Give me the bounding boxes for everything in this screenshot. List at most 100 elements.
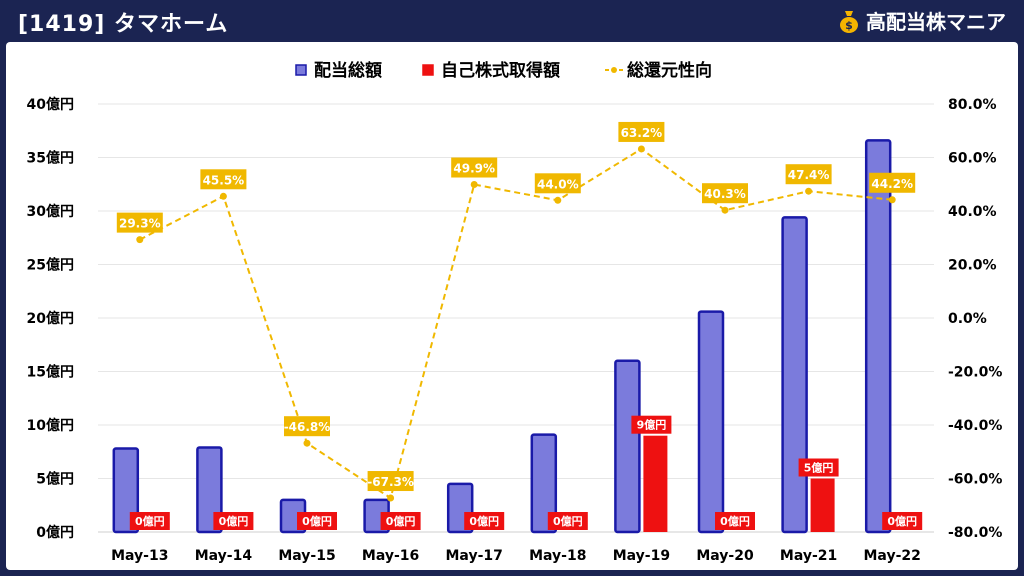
dividend-bar [781,216,808,534]
buyback-label-box [213,512,254,530]
payout-label-box [451,157,498,178]
y-right-tick-label: -20.0% [948,365,1002,381]
buyback-data-label: 0億円 [219,514,249,528]
y-right-tick-label: 80.0% [948,97,997,113]
payout-point [805,187,813,195]
payout-label-box [200,169,247,190]
payout-data-label: 47.4% [788,168,830,182]
payout-data-label: 44.2% [871,177,913,191]
payout-data-label: 40.3% [704,187,746,201]
buyback-label-box [882,512,923,530]
payout-data-label: 44.0% [537,177,579,191]
payout-label-box [367,471,414,492]
buyback-bar [810,478,835,532]
x-tick-label: May-21 [780,548,837,564]
x-tick-label: May-16 [362,548,419,564]
y-right-tick-label: -80.0% [948,525,1002,541]
chart-panel: 配当総額 自己株式取得額 総還元性向 0億円 5億円 10億円 15億円 20億円 25億円 3… [6,42,1018,570]
payout-point [303,439,311,447]
y-axis-left: 0億円 5億円 10億円 15億円 20億円 25億円 30億円 35億円 40億円 [27,96,74,541]
buyback-label-box [715,512,755,530]
x-tick-label: May-18 [529,548,586,564]
y-right-tick-label: -40.0% [948,418,1002,434]
payout-point [387,494,395,502]
y-left-tick-label: 35億円 [27,150,74,167]
y-left-tick-label: 5億円 [36,471,74,488]
legend: 配当総額 自己株式取得額 総還元性向 [295,60,712,81]
payout-point [888,196,896,204]
y-left-tick-label: 20億円 [27,310,74,327]
dividend-bar [112,447,140,534]
legend-label: 総還元性向 [627,60,712,81]
buyback-label-box [297,512,337,530]
buyback-label-box [129,512,170,530]
money-bag-icon: $ [840,10,858,33]
payout-label-box [534,173,581,194]
payout-data-label: -46.8% [284,420,331,434]
payout-data-label: 49.9% [453,162,495,176]
header-bar: [1419] タマホーム $ 高配当株マニア [0,0,1024,40]
y-left-tick-label: 40億円 [27,96,74,113]
payout-label-box [785,164,832,185]
y-right-tick-label: 40.0% [948,204,997,220]
legend-label: 自己株式取得額 [441,60,560,81]
dividend-bar [864,139,892,534]
legend-swatch [295,64,307,76]
legend-swatch [422,64,434,76]
y-axis-right: -80.0% -60.0% -40.0% -20.0% 0.0% 20.0% 40.0% 60… [948,97,1002,541]
dividend-bar [530,433,558,534]
x-tick-label: May-19 [613,548,670,564]
dividend-bar [697,310,725,534]
payout-label-box [702,183,748,204]
data-labels: 0億円 0億円 0億円 0億円 0億円 0億円 9億円 0億円 5億円 0億円 29.3% 45.5%… [116,121,923,530]
buyback-data-label: 0億円 [469,514,499,528]
brand-logo: $ 高配当株マニア [838,6,1006,35]
payout-point [470,181,478,189]
svg-text:$: $ [845,19,853,32]
page-title: [1419] タマホーム [18,12,229,37]
payout-point [219,192,227,200]
x-tick-label: May-17 [446,548,503,564]
payout-data-label: -67.3% [367,475,414,489]
y-left-tick-label: 30億円 [27,203,74,220]
x-tick-label: May-20 [696,548,754,564]
buyback-bar [643,435,668,532]
buyback-data-label: 0億円 [135,514,165,528]
buyback-data-label: 0億円 [553,514,583,528]
buyback-data-label: 5億円 [804,461,834,475]
y-right-tick-label: 60.0% [948,151,997,167]
payout-data-label: 63.2% [621,126,663,140]
x-axis: May-13 May-14 May-15 May-16 May-17 May-18 May-… [98,531,934,564]
buyback-data-label: 9億円 [637,418,667,432]
buyback-label-box [547,512,588,530]
payout-label-box [284,416,330,437]
dividend-bar [614,359,641,534]
y-left-tick-label: 15億円 [27,364,74,381]
payout-data-label: 29.3% [119,217,161,231]
payout-label-box [869,172,916,193]
x-tick-label: May-15 [278,548,335,564]
y-right-tick-label: -60.0% [948,472,1002,488]
payout-line [136,145,896,502]
payout-data-label: 45.5% [203,173,245,187]
dividend-bar [196,446,223,534]
buyback-label-box [464,512,505,530]
payout-label-box [116,212,163,233]
x-tick-label: May-14 [195,548,253,564]
payout-point [637,145,645,153]
y-left-tick-label: 0億円 [36,524,74,541]
payout-point [721,206,729,214]
y-right-tick-label: 0.0% [948,311,987,327]
y-left-tick-label: 25億円 [27,257,74,274]
payout-point [136,236,144,244]
buyback-label-box [631,415,672,434]
buyback-label-box [798,458,839,477]
chart: 配当総額 自己株式取得額 総還元性向 0億円 5億円 10億円 15億円 20億円 25億円 3… [27,60,1003,564]
payout-point [554,196,562,204]
legend-swatch-marker [611,67,617,73]
buyback-data-label: 0億円 [302,514,332,528]
brand-name: 高配当株マニア [866,10,1006,34]
payout-line-path [139,147,893,500]
buyback-data-label: 0億円 [386,514,416,528]
